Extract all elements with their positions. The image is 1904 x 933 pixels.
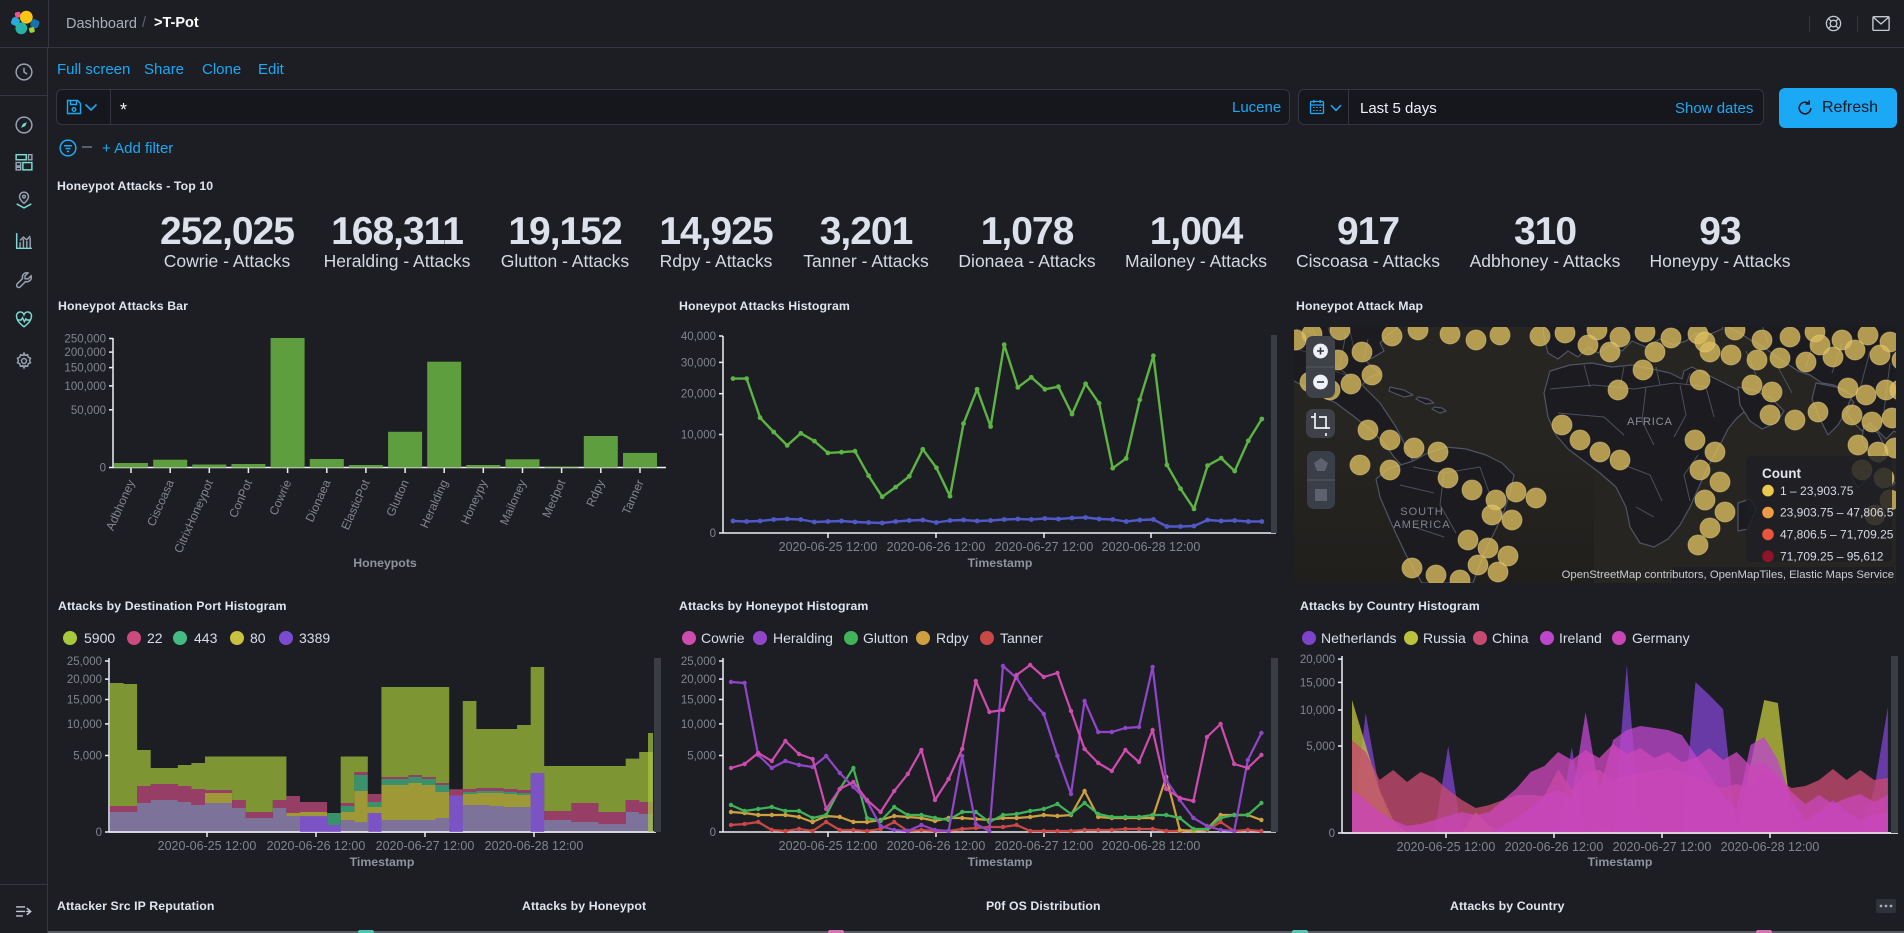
svg-text:0: 0 [100, 463, 106, 475]
svg-text:1 – 23,903.75: 1 – 23,903.75 [1780, 484, 1854, 498]
svg-text:2020-06-25 12:00: 2020-06-25 12:00 [158, 839, 257, 853]
svg-text:ElasticPot: ElasticPot [338, 477, 373, 532]
svg-text:Mailoney: Mailoney [497, 478, 529, 528]
svg-text:Timestamp: Timestamp [968, 556, 1033, 570]
svg-text:5,000: 5,000 [687, 751, 716, 763]
svg-text:SOUTH: SOUTH [1400, 506, 1444, 518]
svg-text:0: 0 [96, 827, 102, 839]
svg-text:10,000: 10,000 [1300, 705, 1335, 717]
svg-text:OpenStreetMap contributors, Op: OpenStreetMap contributors, OpenMapTiles… [1562, 569, 1894, 581]
svg-text:Honeypy: Honeypy [458, 478, 490, 527]
svg-text:20,000: 20,000 [681, 674, 716, 686]
svg-text:2020-06-28 12:00: 2020-06-28 12:00 [485, 839, 584, 853]
svg-text:AFRICA: AFRICA [1627, 416, 1673, 428]
svg-text:0: 0 [710, 827, 716, 839]
svg-text:15,000: 15,000 [67, 695, 102, 707]
svg-text:23,903.75 – 47,806.5: 23,903.75 – 47,806.5 [1780, 506, 1894, 520]
svg-text:2020-06-26 12:00: 2020-06-26 12:00 [887, 839, 986, 853]
svg-text:AMERICA: AMERICA [1393, 519, 1450, 531]
svg-text:71,709.25 – 95,612: 71,709.25 – 95,612 [1780, 550, 1884, 564]
svg-text:ConPot: ConPot [226, 477, 255, 520]
svg-text:2020-06-27 12:00: 2020-06-27 12:00 [995, 839, 1094, 853]
svg-text:2020-06-27 12:00: 2020-06-27 12:00 [376, 839, 475, 853]
svg-text:150,000: 150,000 [64, 363, 106, 375]
svg-text:Timestamp: Timestamp [968, 855, 1033, 869]
svg-text:47,806.5 – 71,709.25: 47,806.5 – 71,709.25 [1780, 528, 1894, 542]
svg-text:CitrixHoneypot: CitrixHoneypot [171, 477, 216, 555]
svg-text:15,000: 15,000 [681, 695, 716, 707]
svg-text:Timestamp: Timestamp [1588, 855, 1653, 869]
svg-text:Timestamp: Timestamp [350, 855, 415, 869]
svg-text:2020-06-28 12:00: 2020-06-28 12:00 [1102, 540, 1201, 554]
svg-text:2020-06-26 12:00: 2020-06-26 12:00 [1505, 840, 1604, 854]
svg-text:Count: Count [1762, 466, 1801, 481]
svg-text:20,000: 20,000 [1300, 654, 1335, 666]
svg-text:20,000: 20,000 [681, 389, 716, 401]
svg-text:250,000: 250,000 [64, 334, 106, 346]
svg-text:20,000: 20,000 [67, 674, 102, 686]
svg-text:Cowrie: Cowrie [266, 477, 294, 517]
svg-text:5,000: 5,000 [1306, 741, 1335, 753]
svg-text:30,000: 30,000 [681, 357, 716, 369]
svg-text:2020-06-26 12:00: 2020-06-26 12:00 [887, 540, 986, 554]
svg-text:2020-06-27 12:00: 2020-06-27 12:00 [995, 540, 1094, 554]
svg-text:Dionaea: Dionaea [303, 477, 334, 524]
svg-text:Medpot: Medpot [539, 477, 568, 520]
svg-text:Rdpy: Rdpy [583, 478, 607, 509]
svg-text:Heralding: Heralding [417, 478, 451, 531]
svg-text:2020-06-28 12:00: 2020-06-28 12:00 [1102, 839, 1201, 853]
svg-text:Glutton: Glutton [383, 478, 412, 519]
svg-text:15,000: 15,000 [1300, 677, 1335, 689]
svg-text:100,000: 100,000 [64, 381, 106, 393]
svg-text:50,000: 50,000 [71, 405, 106, 417]
svg-text:2020-06-26 12:00: 2020-06-26 12:00 [267, 839, 366, 853]
svg-text:2020-06-27 12:00: 2020-06-27 12:00 [1613, 840, 1712, 854]
svg-text:Tanner: Tanner [619, 478, 647, 517]
svg-text:Ciscoasa: Ciscoasa [144, 477, 177, 528]
svg-text:2020-06-25 12:00: 2020-06-25 12:00 [1397, 840, 1496, 854]
svg-text:5,000: 5,000 [73, 751, 102, 763]
svg-text:40,000: 40,000 [681, 331, 716, 343]
svg-text:2020-06-25 12:00: 2020-06-25 12:00 [779, 839, 878, 853]
svg-text:2020-06-28 12:00: 2020-06-28 12:00 [1721, 840, 1820, 854]
svg-text:10,000: 10,000 [681, 719, 716, 731]
svg-text:25,000: 25,000 [67, 656, 102, 668]
svg-text:Adbhoney: Adbhoney [103, 478, 138, 533]
svg-text:2020-06-25 12:00: 2020-06-25 12:00 [779, 540, 878, 554]
svg-text:200,000: 200,000 [64, 347, 106, 359]
svg-text:10,000: 10,000 [67, 719, 102, 731]
svg-text:25,000: 25,000 [681, 656, 716, 668]
svg-text:Honeypots: Honeypots [353, 556, 417, 570]
svg-text:10,000: 10,000 [681, 430, 716, 442]
svg-text:0: 0 [1329, 828, 1335, 840]
svg-text:0: 0 [710, 528, 716, 540]
